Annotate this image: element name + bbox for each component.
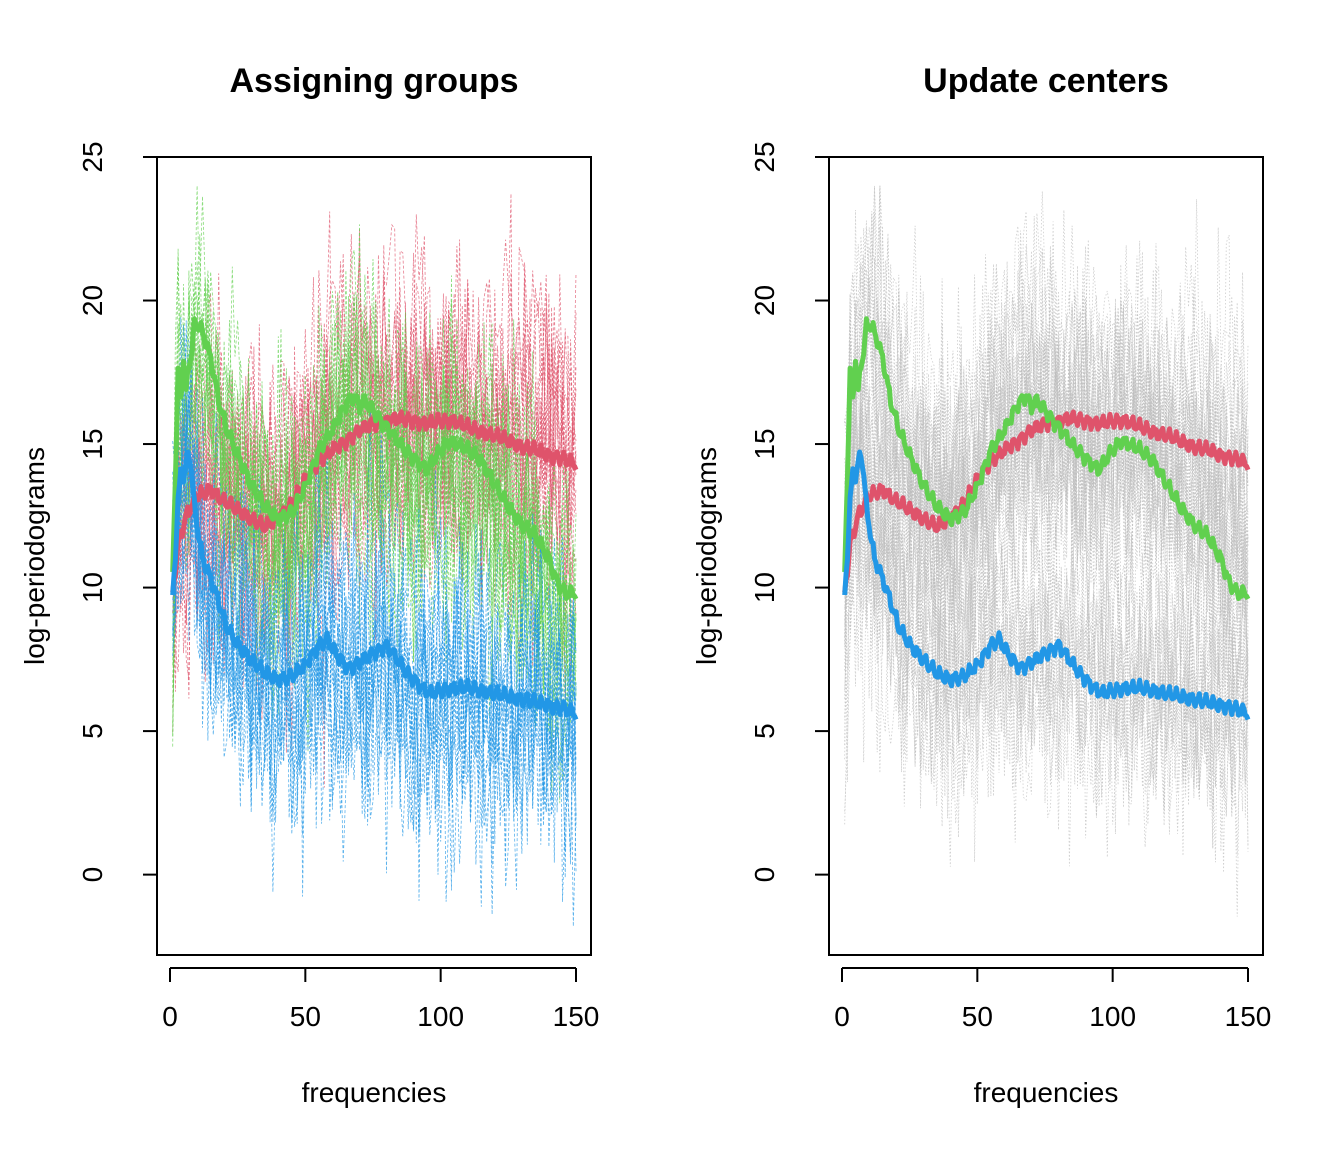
background-curve	[844, 213, 1249, 673]
background-curve	[172, 422, 577, 915]
background-curve	[844, 185, 1249, 602]
background-curve	[172, 461, 577, 927]
x-tick-label: 150	[1225, 1001, 1272, 1032]
background-curve	[844, 347, 1249, 763]
red-center-line	[842, 409, 1251, 593]
center-lines	[170, 316, 579, 721]
green-center-line	[842, 316, 1251, 601]
x-axis-label: frequencies	[974, 1077, 1119, 1108]
panel-title: Assigning groups	[230, 62, 519, 100]
y-axis: 0 5 10 15 20 25	[749, 141, 830, 883]
background-curves	[172, 185, 577, 927]
background-curve	[844, 199, 1249, 583]
x-tick-label: 50	[962, 1001, 993, 1032]
blue-center-line	[842, 449, 1251, 721]
background-curve	[844, 251, 1249, 745]
y-tick-label: 0	[749, 867, 780, 883]
panel-assigning-groups: Assigning groups 0 50 100 150 0 5 10 15 20 25 fr…	[19, 62, 599, 1108]
y-tick-label: 20	[749, 285, 780, 316]
red-center-line	[170, 409, 579, 593]
y-tick-label: 5	[77, 723, 108, 739]
x-tick-label: 50	[290, 1001, 321, 1032]
x-axis: 0 50 100 150	[834, 967, 1272, 1032]
background-curve	[172, 270, 577, 701]
background-curve	[844, 227, 1249, 710]
y-tick-label: 10	[749, 572, 780, 603]
background-curve	[844, 419, 1249, 867]
background-curve	[844, 376, 1249, 917]
background-curve	[844, 386, 1249, 848]
background-curve	[172, 248, 577, 698]
y-tick-label: 25	[77, 141, 108, 172]
y-tick-label: 15	[749, 428, 780, 459]
background-curves	[844, 185, 1249, 917]
y-tick-label: 20	[77, 285, 108, 316]
x-tick-label: 100	[1089, 1001, 1136, 1032]
x-axis-label: frequencies	[302, 1077, 447, 1108]
y-tick-label: 15	[77, 428, 108, 459]
y-axis-label: log-periodograms	[19, 447, 50, 665]
y-tick-label: 5	[749, 723, 780, 739]
x-tick-label: 0	[162, 1001, 178, 1032]
panel-title: Update centers	[923, 62, 1169, 100]
y-tick-label: 25	[749, 141, 780, 172]
background-curve	[844, 287, 1249, 610]
blue-center-line	[170, 449, 579, 721]
background-curve	[844, 417, 1249, 852]
x-tick-label: 150	[553, 1001, 600, 1032]
background-curve	[844, 185, 1249, 688]
background-curve	[172, 393, 577, 907]
y-axis: 0 5 10 15 20 25	[77, 141, 158, 883]
panel-update-centers: Update centers 0 50 100 150 0 5 10 15 20 25 freq…	[691, 62, 1271, 1108]
x-axis: 0 50 100 150	[162, 967, 600, 1032]
background-curve	[172, 382, 577, 845]
y-axis-label: log-periodograms	[691, 447, 722, 665]
background-curve	[172, 224, 577, 734]
background-curve	[172, 451, 577, 897]
x-tick-label: 100	[417, 1001, 464, 1032]
y-tick-label: 10	[77, 572, 108, 603]
background-curve	[172, 283, 577, 746]
background-curve	[844, 374, 1249, 873]
background-curve	[172, 320, 577, 902]
center-lines	[842, 316, 1251, 721]
green-center-line	[170, 316, 579, 601]
background-curve	[844, 245, 1249, 663]
background-curve	[844, 388, 1249, 834]
x-tick-label: 0	[834, 1001, 850, 1032]
y-tick-label: 0	[77, 867, 108, 883]
